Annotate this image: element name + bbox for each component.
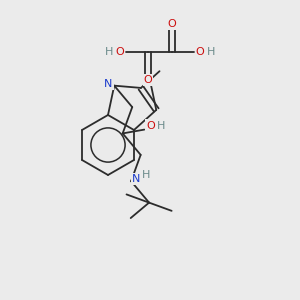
Text: O: O <box>168 19 176 29</box>
Text: H: H <box>105 47 113 57</box>
Text: H: H <box>142 170 150 180</box>
Text: N: N <box>104 79 112 89</box>
Text: N: N <box>132 174 140 184</box>
Text: H: H <box>157 121 166 130</box>
Text: H: H <box>207 47 215 57</box>
Text: O: O <box>116 47 124 57</box>
Text: O: O <box>146 121 155 130</box>
Text: O: O <box>144 75 152 85</box>
Text: O: O <box>196 47 204 57</box>
